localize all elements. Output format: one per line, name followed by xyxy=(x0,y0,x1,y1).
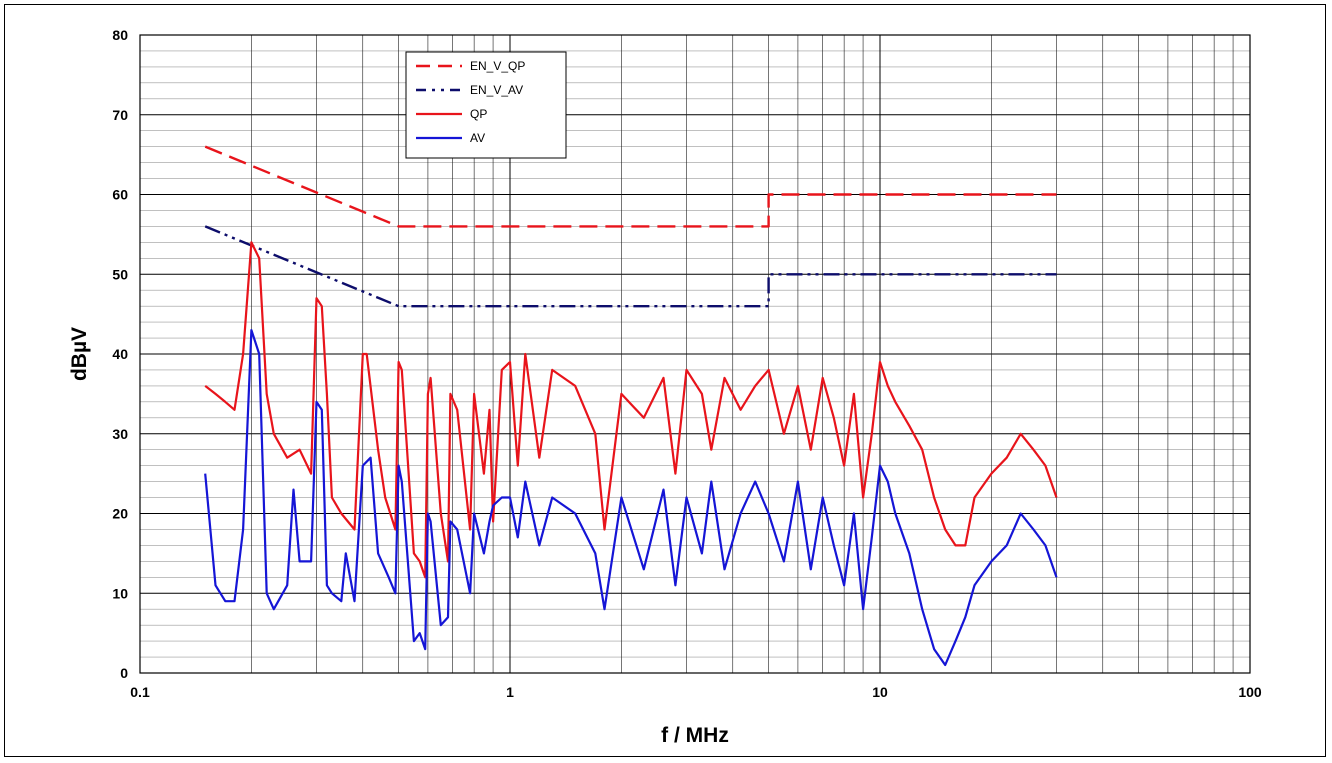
tick-labels: 0 10 20 30 40 50 60 70 80 0.1 1 10 100 xyxy=(112,27,1261,700)
series-line-en-v-qp xyxy=(204,145,1057,228)
legend-label: EN_V_QP xyxy=(470,59,525,73)
x-tick-label: 0.1 xyxy=(130,684,150,700)
plot-area-border xyxy=(139,34,1251,674)
y-tick-label: 50 xyxy=(112,266,128,282)
legend-label: AV xyxy=(470,131,485,145)
legend: EN_V_QP EN_V_AV QP AV xyxy=(405,51,567,159)
y-tick-label: 0 xyxy=(120,665,128,681)
y-tick-label: 10 xyxy=(112,585,128,601)
grid xyxy=(139,34,1250,674)
legend-box xyxy=(405,51,567,159)
x-tick-label: 100 xyxy=(1238,684,1262,700)
y-tick-label: 70 xyxy=(112,107,128,123)
series-line-en-v-av xyxy=(204,225,1057,308)
legend-label: QP xyxy=(470,107,487,121)
x-tick-label: 1 xyxy=(506,684,514,700)
series-line-av xyxy=(204,329,1058,667)
legend-label: EN_V_AV xyxy=(470,83,523,97)
chart-frame xyxy=(4,4,1326,757)
y-tick-label: 30 xyxy=(112,426,128,442)
series-line-qp xyxy=(204,241,1058,579)
y-tick-label: 20 xyxy=(112,506,128,522)
y-tick-label: 60 xyxy=(112,187,128,203)
y-tick-label: 40 xyxy=(112,346,128,362)
x-tick-label: 10 xyxy=(872,684,888,700)
x-axis-title: f / MHz xyxy=(661,724,729,747)
y-axis-title: dBµV xyxy=(68,327,91,381)
series-layer xyxy=(204,145,1058,667)
y-tick-label: 80 xyxy=(112,27,128,43)
